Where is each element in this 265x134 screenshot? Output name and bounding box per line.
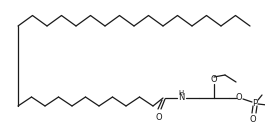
Text: P: P <box>253 98 258 107</box>
Text: O: O <box>211 75 217 85</box>
Text: O: O <box>156 113 162 122</box>
Text: H: H <box>178 90 184 96</box>
Text: N: N <box>178 94 184 103</box>
Text: O: O <box>236 94 242 103</box>
Text: O: O <box>250 116 256 124</box>
